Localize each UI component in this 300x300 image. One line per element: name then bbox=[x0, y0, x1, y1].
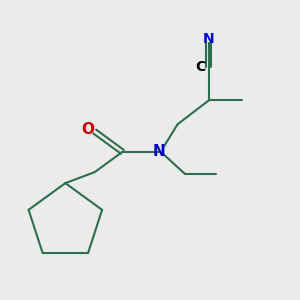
Text: N: N bbox=[203, 32, 215, 46]
Text: O: O bbox=[81, 122, 94, 137]
Text: N: N bbox=[153, 144, 166, 159]
Text: C: C bbox=[196, 60, 206, 74]
